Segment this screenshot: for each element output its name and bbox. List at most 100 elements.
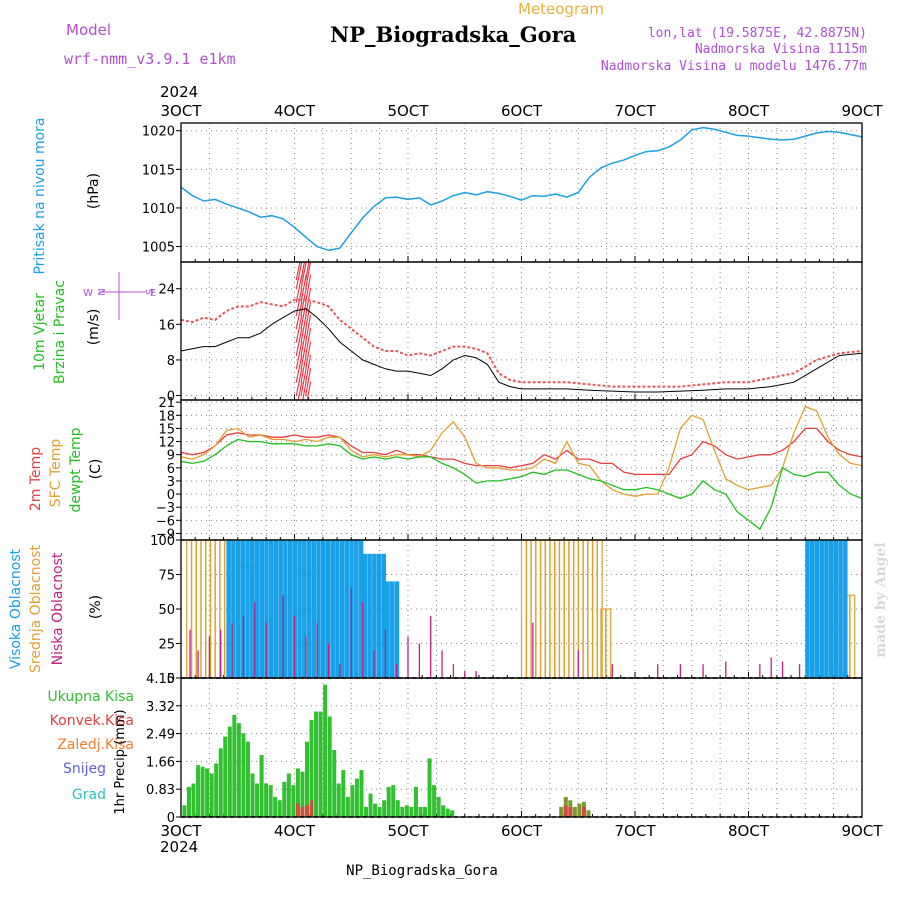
wind-vector [784, 355, 794, 356]
wind-vector [227, 385, 235, 407]
wind-vector [243, 305, 255, 326]
wind-vector [536, 342, 544, 343]
wind-vector [819, 337, 832, 347]
wind-vector [266, 316, 278, 341]
wind-vector [771, 288, 780, 290]
panel-frame [180, 677, 863, 818]
wind-vector [389, 325, 400, 333]
wind-vector [636, 302, 643, 303]
wind-vector [353, 348, 362, 364]
wind-vector [478, 271, 492, 279]
conv-precip-bar [309, 800, 314, 817]
wind-vector [458, 307, 467, 323]
wind-vector [513, 369, 521, 370]
wind-vector [849, 293, 857, 310]
wind-vector [708, 342, 716, 343]
wind-vector [393, 378, 404, 386]
wind-vector [798, 379, 808, 386]
wind-vector [483, 392, 495, 400]
wind-vector [286, 315, 294, 342]
wind-vector [815, 262, 827, 272]
wind-vector [815, 351, 827, 361]
year-bottom: 2024 [160, 838, 198, 856]
wind-vector [581, 328, 589, 329]
precip-bar [318, 711, 323, 817]
wind-vector [438, 379, 452, 385]
wind-vector [369, 352, 383, 359]
wind-vector [340, 306, 350, 325]
wind-vector [239, 256, 250, 278]
wind-vector [762, 314, 770, 316]
wind-vector [349, 258, 359, 275]
wind-vector [266, 290, 278, 315]
wind-vector [845, 333, 852, 350]
wind-vector [836, 266, 842, 284]
wind-vector [223, 264, 230, 286]
wind-vector [749, 275, 757, 277]
wind-vector [231, 264, 240, 286]
wind-vector [256, 255, 269, 278]
wind-vector [219, 358, 224, 380]
y-tick-label: 100 [150, 534, 175, 549]
wind-vector [650, 368, 657, 370]
wind-vector [231, 318, 240, 340]
wind-vector [364, 379, 379, 385]
wind-vector [438, 339, 452, 345]
wind-vector [554, 341, 562, 343]
wind-vector [758, 341, 766, 343]
wind-vector [672, 266, 679, 268]
wind-vector [613, 266, 620, 267]
elevation-label: Nadmorska Visina 1115m [695, 42, 867, 57]
wind-vector [776, 368, 785, 370]
time-label-bottom: 4OCT [274, 822, 316, 840]
wind-vector [248, 371, 260, 393]
wind-vector [636, 315, 643, 316]
wind-vector [659, 355, 666, 357]
high-cloud-bar [376, 553, 382, 678]
wind-vector [314, 328, 320, 355]
wind-vector [717, 275, 725, 276]
time-label-top: 3OCT [161, 102, 203, 120]
wind-vector [853, 280, 862, 297]
wind-vector [369, 312, 383, 319]
wind-vector [798, 299, 808, 306]
wind-vector [704, 395, 712, 396]
wind-vector [563, 301, 571, 303]
wind-vector [281, 342, 290, 369]
wind-vector [349, 360, 359, 377]
conv-precip-bar [304, 805, 309, 817]
wind-vector [609, 302, 616, 303]
wind-vector [563, 274, 571, 276]
time-label-bottom: 5OCT [388, 822, 430, 840]
wind-vector [536, 328, 544, 329]
legend-snow: Snijeg [63, 761, 106, 777]
wind-vector [749, 315, 757, 317]
y-tick-label: 3 [167, 475, 175, 490]
wind-vector [344, 333, 354, 351]
wind-vector [261, 370, 274, 394]
wind-vector [223, 345, 230, 367]
wind-vector [344, 280, 354, 298]
wind-vector [393, 365, 404, 373]
wind-vector [327, 330, 335, 355]
wind-vector [749, 395, 757, 397]
wind-vector [780, 368, 790, 370]
wind-vector [823, 261, 836, 271]
wind-vector [558, 368, 566, 370]
legend-total: Ukupna Kisa [47, 689, 134, 705]
wind-vector [645, 275, 652, 276]
wind-vector [663, 301, 670, 303]
wind-vector [849, 280, 857, 297]
wind-vector [686, 315, 693, 316]
time-label-top: 9OCT [842, 102, 884, 120]
wind-vector [426, 325, 436, 332]
wind-vector [323, 329, 330, 356]
wind-vector [618, 315, 625, 316]
wind-vector [458, 321, 467, 337]
wind-vector [192, 256, 197, 276]
time-axis-bottom: 3OCT 4OCT 5OCT 6OCT 7OCT 8OCT 9OCT [161, 822, 884, 840]
wind-vector [276, 316, 286, 342]
wind-vector [503, 342, 512, 343]
wind-vector [256, 317, 269, 340]
wind-vector [300, 262, 305, 281]
